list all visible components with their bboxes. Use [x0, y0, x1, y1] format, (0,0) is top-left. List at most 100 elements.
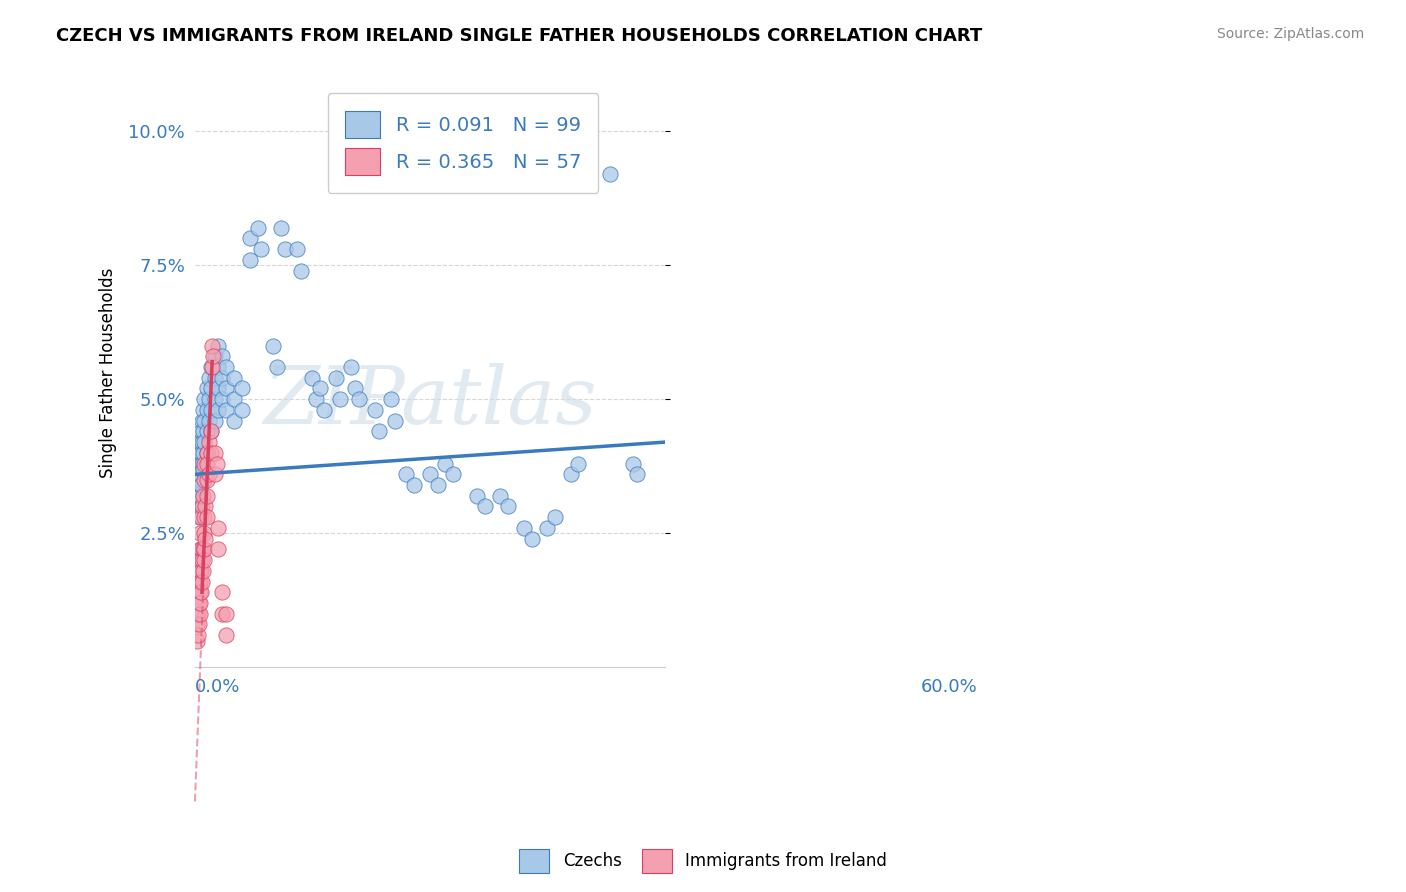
Point	[211, 607, 233, 621]
Point	[186, 633, 208, 648]
Point	[187, 574, 209, 589]
Point	[222, 414, 245, 428]
Legend: Czechs, Immigrants from Ireland: Czechs, Immigrants from Ireland	[513, 842, 893, 880]
Point	[190, 425, 212, 439]
Point	[200, 425, 222, 439]
Point	[198, 435, 221, 450]
Point	[367, 425, 389, 439]
Point	[560, 467, 582, 482]
Text: 60.0%: 60.0%	[921, 678, 977, 696]
Point	[434, 457, 457, 471]
Point	[301, 371, 323, 385]
Point	[191, 425, 214, 439]
Point	[191, 435, 214, 450]
Point	[200, 382, 222, 396]
Point	[520, 532, 543, 546]
Point	[190, 526, 212, 541]
Point	[207, 403, 229, 417]
Point	[187, 596, 209, 610]
Point	[195, 446, 218, 460]
Point	[496, 500, 519, 514]
Point	[190, 462, 212, 476]
Legend: R = 0.091   N = 99, R = 0.365   N = 57: R = 0.091 N = 99, R = 0.365 N = 57	[328, 93, 599, 193]
Point	[198, 467, 221, 482]
Point	[340, 359, 363, 374]
Point	[195, 425, 218, 439]
Point	[193, 392, 215, 407]
Point	[193, 553, 215, 567]
Point	[186, 467, 208, 482]
Point	[536, 521, 558, 535]
Point	[266, 359, 288, 374]
Point	[191, 489, 214, 503]
Point	[190, 585, 212, 599]
Point	[204, 371, 226, 385]
Point	[211, 371, 233, 385]
Point	[194, 532, 217, 546]
Point	[195, 403, 218, 417]
Point	[305, 392, 328, 407]
Point	[190, 435, 212, 450]
Point	[349, 392, 371, 407]
Point	[314, 403, 336, 417]
Point	[364, 403, 387, 417]
Point	[201, 359, 224, 374]
Point	[195, 510, 218, 524]
Point	[186, 607, 208, 621]
Point	[197, 489, 219, 503]
Point	[215, 607, 238, 621]
Point	[191, 542, 214, 557]
Point	[198, 392, 221, 407]
Point	[344, 382, 367, 396]
Point	[204, 349, 226, 363]
Point	[188, 542, 211, 557]
Point	[190, 574, 212, 589]
Point	[262, 338, 284, 352]
Point	[285, 242, 308, 256]
Text: 0.0%: 0.0%	[195, 678, 240, 696]
Point	[474, 500, 496, 514]
Point	[246, 220, 269, 235]
Point	[193, 414, 215, 428]
Point	[188, 478, 211, 492]
Point	[198, 371, 221, 385]
Point	[190, 489, 212, 503]
Point	[621, 457, 644, 471]
Point	[193, 435, 215, 450]
Point	[512, 521, 534, 535]
Text: Source: ZipAtlas.com: Source: ZipAtlas.com	[1216, 27, 1364, 41]
Point	[329, 392, 352, 407]
Point	[188, 585, 211, 599]
Point	[187, 473, 209, 487]
Point	[191, 553, 214, 567]
Point	[380, 392, 402, 407]
Point	[193, 473, 215, 487]
Point	[187, 457, 209, 471]
Point	[239, 231, 262, 245]
Point	[384, 414, 406, 428]
Point	[201, 349, 224, 363]
Point	[193, 526, 215, 541]
Point	[190, 478, 212, 492]
Point	[211, 349, 233, 363]
Point	[190, 457, 212, 471]
Point	[211, 585, 233, 599]
Text: CZECH VS IMMIGRANTS FROM IRELAND SINGLE FATHER HOUSEHOLDS CORRELATION CHART: CZECH VS IMMIGRANTS FROM IRELAND SINGLE …	[56, 27, 983, 45]
Point	[222, 392, 245, 407]
Point	[188, 494, 211, 508]
Point	[215, 628, 238, 642]
Point	[489, 489, 512, 503]
Point	[290, 263, 312, 277]
Point	[186, 591, 208, 605]
Point	[191, 403, 214, 417]
Point	[187, 483, 209, 498]
Point	[187, 617, 209, 632]
Point	[187, 580, 209, 594]
Point	[186, 617, 208, 632]
Point	[191, 574, 214, 589]
Point	[419, 467, 441, 482]
Point	[465, 489, 488, 503]
Point	[188, 446, 211, 460]
Point	[215, 382, 238, 396]
Point	[190, 473, 212, 487]
